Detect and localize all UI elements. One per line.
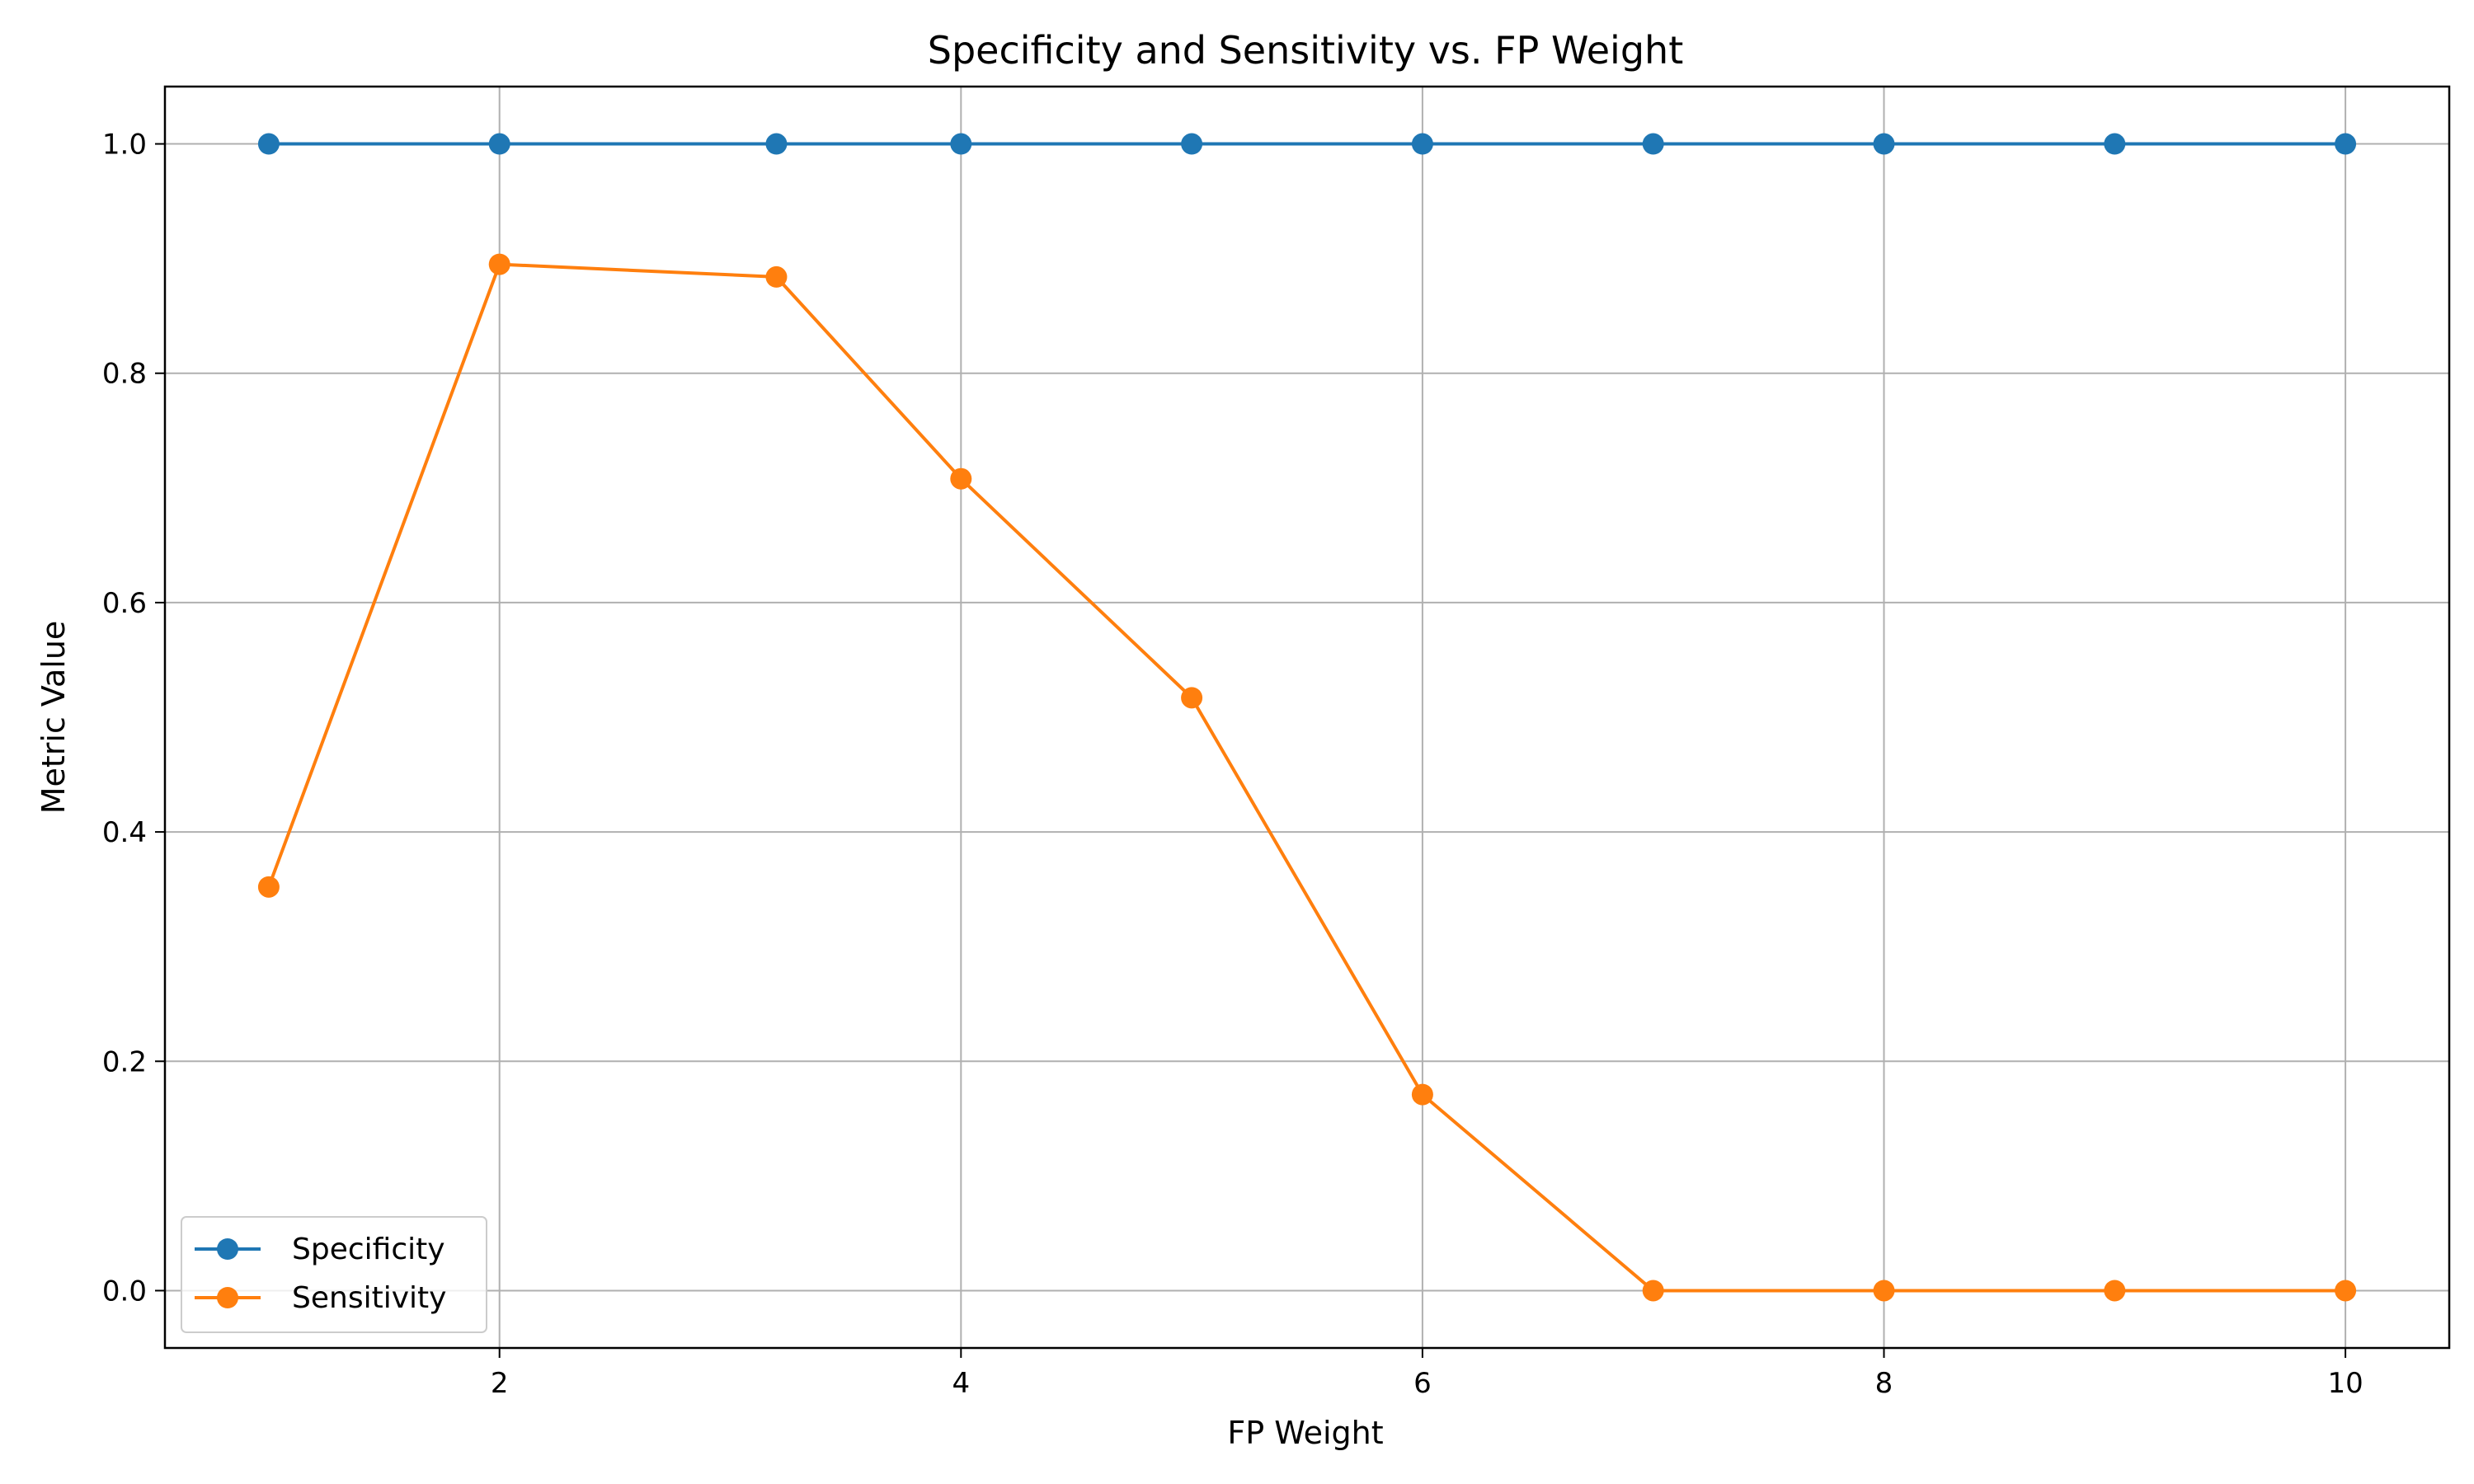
data-point-sensitivity xyxy=(2335,1280,2357,1302)
data-point-sensitivity xyxy=(2104,1280,2126,1302)
data-point-specificity xyxy=(488,133,510,155)
x-tick-label: 10 xyxy=(2327,1367,2363,1400)
plot-frame xyxy=(163,85,2451,1350)
data-point-sensitivity xyxy=(1181,687,1203,709)
y-tick-label: 0.2 xyxy=(102,1045,147,1078)
y-tick-label: 1.0 xyxy=(102,129,147,162)
data-point-sensitivity xyxy=(488,253,510,275)
y-axis-label: Metric Value xyxy=(35,621,72,815)
data-point-specificity xyxy=(2335,133,2357,155)
data-point-sensitivity xyxy=(1411,1083,1433,1106)
y-tick-label: 0.8 xyxy=(102,358,147,391)
legend-label-specificity: Specificity xyxy=(292,1233,445,1266)
data-point-sensitivity xyxy=(257,876,280,898)
ticks: 2 4 6 8 10 0.0 0.2 0.4 0.6 0.8 1.0 xyxy=(102,129,2363,1400)
data-point-specificity xyxy=(950,133,972,155)
data-point-specificity xyxy=(1642,133,1664,155)
series-line-sensitivity xyxy=(267,262,2346,1293)
y-tick-label: 0.6 xyxy=(102,587,147,620)
legend-label-sensitivity: Sensitivity xyxy=(292,1281,446,1315)
data-point-sensitivity xyxy=(1642,1280,1664,1302)
data-point-specificity xyxy=(257,133,280,155)
legend-frame xyxy=(181,1216,487,1333)
y-tick-label: 0.0 xyxy=(102,1275,147,1308)
legend-entry-specificity: Specificity xyxy=(195,1233,445,1266)
legend: Specificity Sensitivity xyxy=(181,1216,487,1333)
data-point-specificity xyxy=(1873,133,1895,155)
x-tick-label: 4 xyxy=(952,1367,970,1400)
legend-marker-specificity xyxy=(217,1238,238,1260)
data-point-sensitivity xyxy=(1873,1280,1895,1302)
x-tick-label: 2 xyxy=(491,1367,509,1400)
data-point-sensitivity xyxy=(950,467,972,490)
data-point-specificity xyxy=(765,133,788,155)
y-tick-label: 0.4 xyxy=(102,816,147,849)
series-sensitivity xyxy=(257,253,2357,1302)
chart-title: Specificity and Sensitivity vs. FP Weigh… xyxy=(928,28,1683,73)
x-tick-label: 8 xyxy=(1875,1367,1893,1400)
x-axis-label: FP Weight xyxy=(1227,1415,1383,1451)
x-tick-label: 6 xyxy=(1413,1367,1432,1400)
data-point-sensitivity xyxy=(765,265,788,288)
series-specificity xyxy=(257,133,2357,155)
legend-marker-sensitivity xyxy=(217,1287,238,1308)
data-point-specificity xyxy=(1181,133,1203,155)
data-point-specificity xyxy=(1411,133,1433,155)
series-group xyxy=(257,133,2357,1302)
data-point-specificity xyxy=(2104,133,2126,155)
legend-entry-sensitivity: Sensitivity xyxy=(195,1281,446,1315)
